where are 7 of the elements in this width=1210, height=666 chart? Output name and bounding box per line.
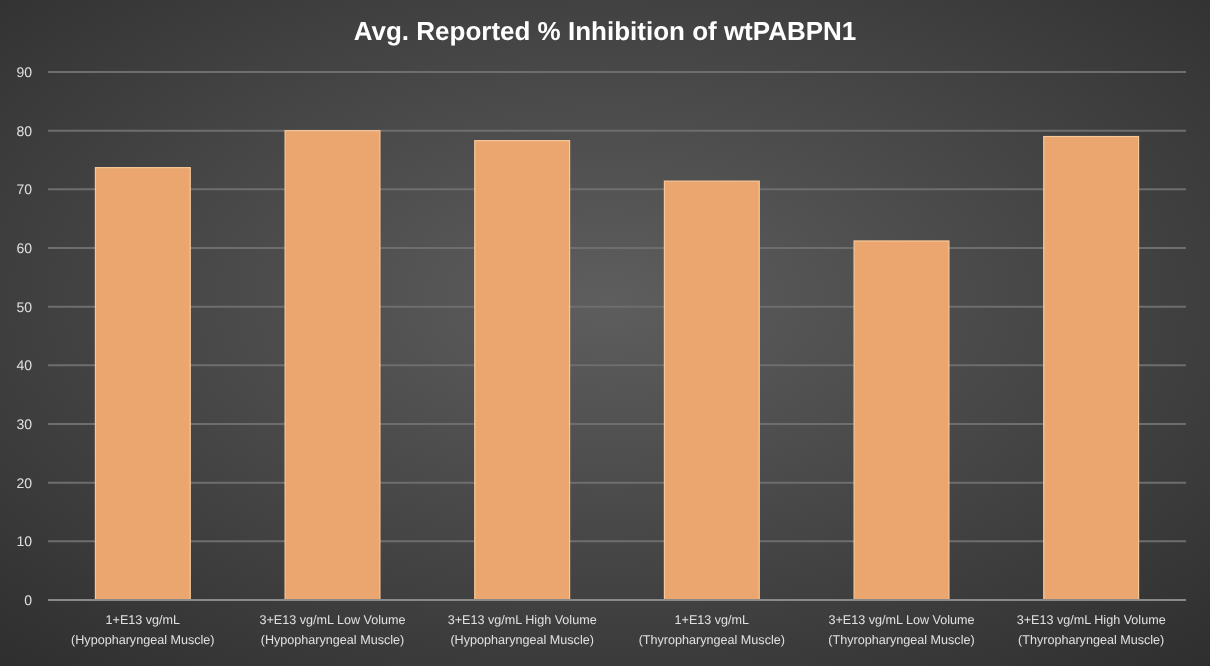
chart-title: Avg. Reported % Inhibition of wtPABPN1 bbox=[353, 16, 857, 46]
bar bbox=[474, 140, 571, 601]
bar bbox=[94, 167, 191, 601]
bar bbox=[663, 180, 760, 601]
bar bbox=[284, 130, 381, 601]
bar bbox=[1043, 135, 1140, 601]
bar bbox=[853, 240, 950, 601]
